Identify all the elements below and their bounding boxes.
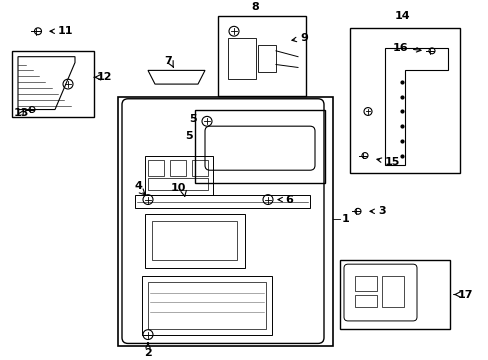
Text: 9: 9 bbox=[291, 33, 307, 43]
Text: 15: 15 bbox=[376, 157, 400, 167]
Text: 17: 17 bbox=[457, 289, 472, 300]
Bar bbox=[354, 296, 376, 307]
Text: 13: 13 bbox=[14, 108, 29, 118]
Bar bbox=[218, 15, 305, 96]
Text: 5: 5 bbox=[185, 131, 193, 141]
Bar bbox=[339, 260, 449, 329]
Bar bbox=[145, 214, 244, 268]
Bar bbox=[135, 195, 309, 208]
Bar bbox=[12, 51, 94, 117]
Text: 11: 11 bbox=[50, 26, 73, 36]
Bar bbox=[354, 276, 376, 291]
Text: 5: 5 bbox=[189, 114, 197, 124]
Text: 10: 10 bbox=[170, 183, 185, 193]
Text: 8: 8 bbox=[251, 2, 258, 12]
Bar bbox=[192, 161, 207, 176]
Bar bbox=[227, 38, 256, 79]
Text: 3: 3 bbox=[369, 206, 385, 216]
Bar bbox=[142, 276, 271, 335]
Bar bbox=[148, 178, 207, 190]
Bar bbox=[148, 282, 265, 329]
Text: 14: 14 bbox=[393, 12, 409, 22]
Bar bbox=[145, 156, 213, 195]
Bar bbox=[195, 109, 325, 183]
Text: 12: 12 bbox=[97, 72, 112, 82]
Bar bbox=[170, 161, 185, 176]
Text: 16: 16 bbox=[391, 43, 420, 53]
Text: 6: 6 bbox=[278, 194, 292, 204]
Bar bbox=[148, 161, 163, 176]
Text: 4: 4 bbox=[134, 181, 142, 191]
Text: 7: 7 bbox=[164, 55, 171, 66]
Bar bbox=[381, 276, 403, 307]
Text: 2: 2 bbox=[144, 343, 152, 358]
Bar bbox=[349, 28, 459, 173]
Bar bbox=[118, 97, 332, 346]
Text: 1: 1 bbox=[341, 214, 349, 224]
Bar bbox=[258, 45, 275, 72]
Bar bbox=[152, 221, 237, 260]
